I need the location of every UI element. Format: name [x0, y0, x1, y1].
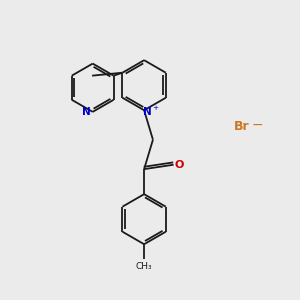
Text: −: −: [252, 118, 263, 132]
Text: CH₃: CH₃: [136, 262, 152, 271]
Text: Br: Br: [233, 120, 249, 133]
Text: N: N: [82, 107, 91, 117]
Text: O: O: [175, 160, 184, 170]
Text: N$^+$: N$^+$: [142, 105, 159, 118]
